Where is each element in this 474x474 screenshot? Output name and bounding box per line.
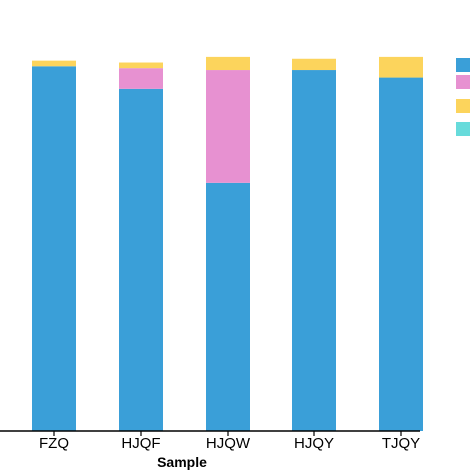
- x-tick-label: TJQY: [382, 435, 420, 452]
- bar-segment-hjqf-series-1: [119, 88, 163, 431]
- bars-group: [32, 56, 423, 431]
- bar-segment-fzq-series-1: [32, 66, 76, 431]
- x-axis-title: Sample: [157, 454, 207, 470]
- legend-swatch-series-4: [456, 122, 470, 136]
- legend-swatch-series-1: [456, 58, 470, 72]
- x-tick-label: HJQF: [121, 435, 160, 452]
- bar-segment-hjqw-series-2: [206, 70, 250, 183]
- legend-swatch-series-2: [456, 75, 470, 89]
- bar-segment-hjqf-series-3: [119, 62, 163, 69]
- x-tick-label: FZQ: [39, 435, 69, 452]
- legend: [456, 58, 470, 136]
- bar-segment-hjqy-series-1: [292, 70, 336, 431]
- bar-segment-hjqy-series-3: [292, 58, 336, 71]
- x-ticks-group: FZQ HJQF HJQW HJQY TJQY: [39, 431, 420, 452]
- bar-segment-hjqw-series-1: [206, 182, 250, 431]
- x-tick-label: HJQW: [206, 435, 251, 452]
- bar-segment-hjqf-series-2: [119, 68, 163, 89]
- legend-swatch-series-3: [456, 99, 470, 113]
- bar-segment-tjqy-series-1: [379, 77, 423, 431]
- bar-segment-tjqy-series-3: [379, 56, 423, 78]
- bar-segment-hjqw-series-3: [206, 56, 250, 71]
- x-tick-label: HJQY: [294, 435, 334, 452]
- bar-segment-fzq-series-3: [32, 60, 76, 67]
